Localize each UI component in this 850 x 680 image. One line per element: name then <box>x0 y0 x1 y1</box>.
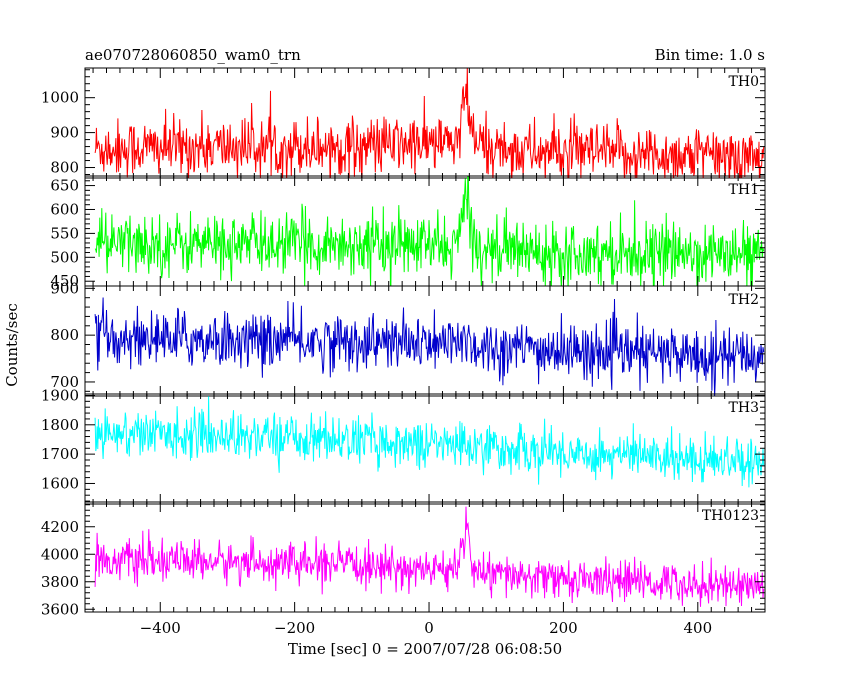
series-line-th0 <box>94 68 765 178</box>
x-tick-label: −400 <box>140 619 181 637</box>
panel-label-th0: TH0 <box>729 74 759 90</box>
bin-time-label: Bin time: 1.0 s <box>655 46 765 64</box>
x-tick-label: −200 <box>274 619 315 637</box>
y-tick-label: 1000 <box>41 89 79 107</box>
y-tick-label: 700 <box>50 373 79 391</box>
y-tick-label: 4200 <box>41 518 79 536</box>
y-tick-label: 1800 <box>41 416 79 434</box>
panel-frame-th0 <box>84 67 766 179</box>
panel-label-th0123: TH0123 <box>702 508 759 524</box>
series-line-th3 <box>94 396 765 488</box>
panel-frame-th2 <box>84 285 766 397</box>
y-tick-label: 900 <box>50 279 79 297</box>
y-tick-label: 450 <box>50 272 79 290</box>
panel-frame-th3 <box>84 393 766 505</box>
y-tick-label: 3600 <box>41 600 79 618</box>
y-tick-label: 900 <box>50 124 79 142</box>
series-line-th1 <box>94 176 765 286</box>
panels-group: 800 900 1000 TH0 450 500 550 600 650 TH1 700 800 900… <box>41 67 766 637</box>
y-tick-label: 1900 <box>41 386 79 404</box>
y-tick-label: 1700 <box>41 445 79 463</box>
y-axis-title: Counts/sec <box>3 303 21 387</box>
x-tick-label: 0 <box>424 619 434 637</box>
series-line-th0123 <box>94 506 765 607</box>
panel-frame-th0123 <box>84 501 766 613</box>
y-tick-label: 600 <box>50 200 79 218</box>
series-line-th2 <box>94 297 765 396</box>
chart-title: ae070728060850_wam0_trn <box>85 46 301 64</box>
y-tick-label: 1600 <box>41 474 79 492</box>
y-tick-label: 3800 <box>41 573 79 591</box>
y-tick-label: 550 <box>50 224 79 242</box>
y-tick-label: 800 <box>50 159 79 177</box>
panel-label-th2: TH2 <box>729 292 759 308</box>
x-tick-label: 200 <box>549 619 578 637</box>
panel-label-th1: TH1 <box>729 182 759 198</box>
x-tick-label: 400 <box>683 619 712 637</box>
y-tick-label: 500 <box>50 248 79 266</box>
y-tick-label: 650 <box>50 177 79 195</box>
panel-label-th3: TH3 <box>729 400 759 416</box>
y-tick-label: 800 <box>50 326 79 344</box>
y-tick-label: 4000 <box>41 545 79 563</box>
x-axis-title: Time [sec] 0 = 2007/07/28 06:08:50 <box>288 640 562 658</box>
